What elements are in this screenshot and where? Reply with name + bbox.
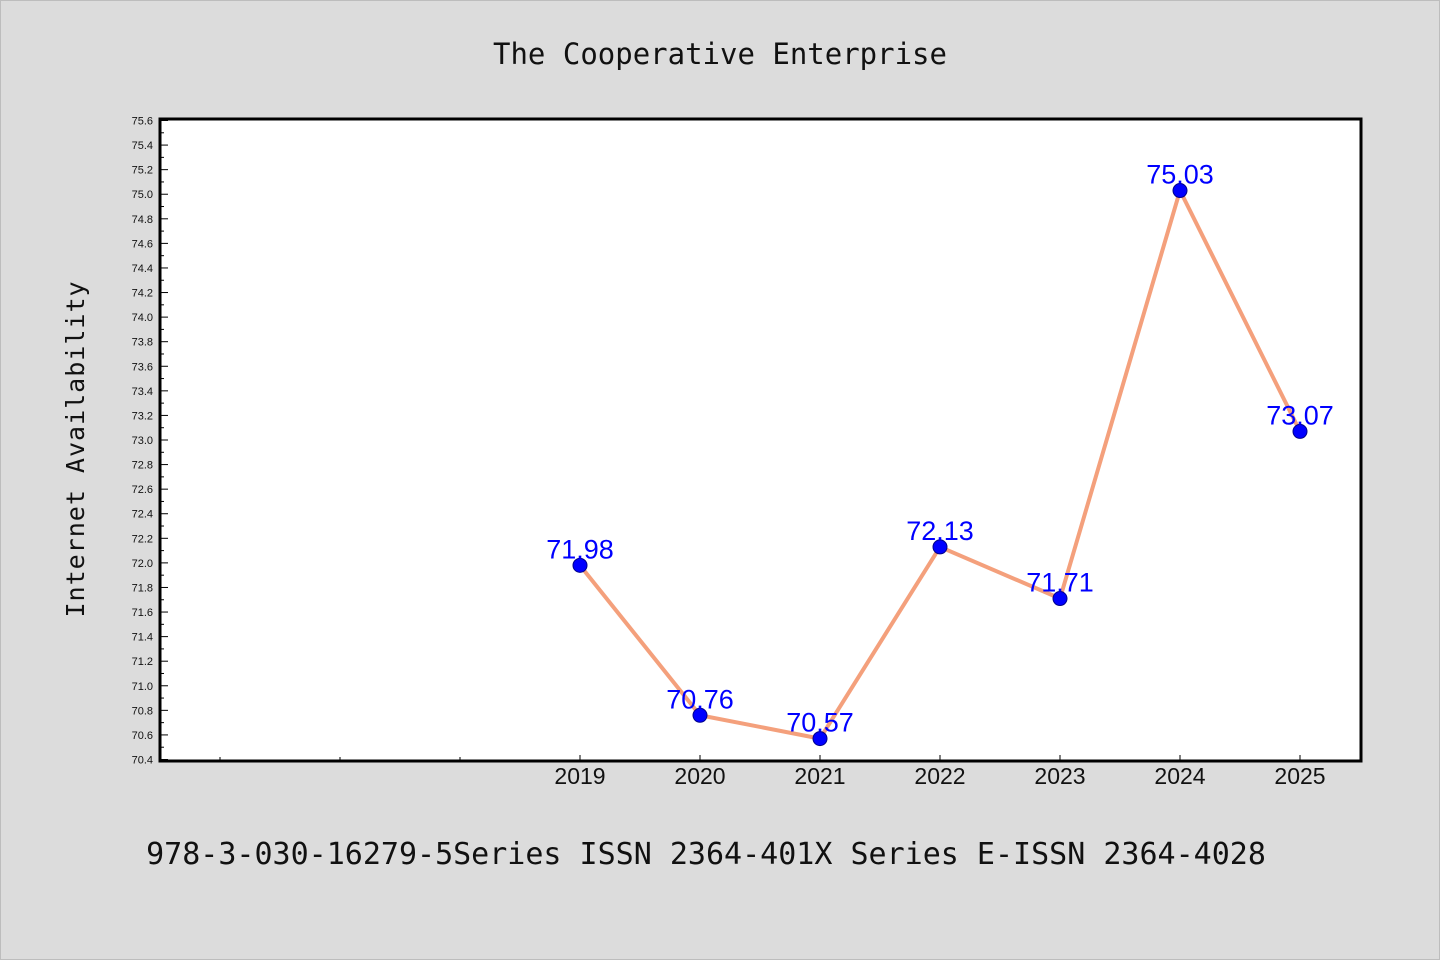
y-tick-label: 71.2 xyxy=(132,656,153,668)
y-tick-label: 74.6 xyxy=(132,238,153,250)
y-axis-label: Internet Availability xyxy=(61,280,90,617)
y-tick-label: 72.8 xyxy=(132,460,153,472)
x-tick-label: 2020 xyxy=(674,763,725,789)
x-tick-label: 2019 xyxy=(554,763,605,789)
plot-area xyxy=(160,119,1361,761)
y-tick-label: 70.6 xyxy=(132,730,153,742)
data-point xyxy=(1052,591,1068,607)
x-tick-label: 2022 xyxy=(914,763,965,789)
y-tick-label: 74.4 xyxy=(132,263,153,275)
chart-title: The Cooperative Enterprise xyxy=(493,37,947,71)
y-tick-label: 72.0 xyxy=(132,558,153,570)
y-tick-label: 70.4 xyxy=(132,755,153,767)
y-tick-label: 71.8 xyxy=(132,582,153,594)
data-label: 70.57 xyxy=(786,708,854,738)
y-tick-label: 73.4 xyxy=(132,386,153,398)
y-tick-label: 75.2 xyxy=(132,165,153,177)
data-point xyxy=(812,731,828,747)
data-label: 70.76 xyxy=(666,684,734,714)
y-tick-label: 72.2 xyxy=(132,533,153,545)
y-tick-label: 71.4 xyxy=(132,632,153,644)
data-label: 71.71 xyxy=(1026,568,1094,598)
y-tick-label: 74.2 xyxy=(132,288,153,300)
y-tick-label: 71.0 xyxy=(132,681,153,693)
x-tick-label: 2023 xyxy=(1034,763,1085,789)
y-tick-label: 73.6 xyxy=(132,361,153,373)
data-point xyxy=(572,557,588,573)
data-point xyxy=(1292,423,1308,439)
x-tick-label: 2021 xyxy=(794,763,845,789)
data-point xyxy=(692,707,708,723)
data-label: 72.13 xyxy=(906,516,974,546)
y-tick-label: 72.4 xyxy=(132,509,153,521)
data-label: 71.98 xyxy=(546,534,614,564)
y-tick-label: 75.6 xyxy=(132,116,153,128)
x-axis: 2019 2020 2021 2022 2023 2024 2025 xyxy=(219,755,1326,789)
y-tick-label: 75.4 xyxy=(132,140,153,152)
y-tick-label: 73.2 xyxy=(132,410,153,422)
plot-frame xyxy=(158,117,1363,763)
y-tick-label: 70.8 xyxy=(132,705,153,717)
y-tick-label: 73.8 xyxy=(132,337,153,349)
data-series xyxy=(572,183,1308,747)
data-point xyxy=(1172,183,1188,199)
y-tick-label: 74.8 xyxy=(132,214,153,226)
y-tick-label: 73.0 xyxy=(132,435,153,447)
y-tick-label: 71.6 xyxy=(132,607,153,619)
y-tick-label: 74.0 xyxy=(132,312,153,324)
data-point xyxy=(932,539,948,555)
x-tick-label: 2024 xyxy=(1154,763,1205,789)
data-labels: 71.98 70.76 70.57 72.13 71.71 75.03 73.07 xyxy=(546,160,1334,738)
footer-text: 978-3-030-16279-5Series ISSN 2364-401X S… xyxy=(146,837,1266,872)
x-tick-label: 2025 xyxy=(1274,763,1325,789)
y-tick-label: 75.0 xyxy=(132,189,153,201)
data-label: 73.07 xyxy=(1266,400,1334,430)
data-label: 75.03 xyxy=(1146,160,1214,190)
y-tick-label: 72.6 xyxy=(132,484,153,496)
